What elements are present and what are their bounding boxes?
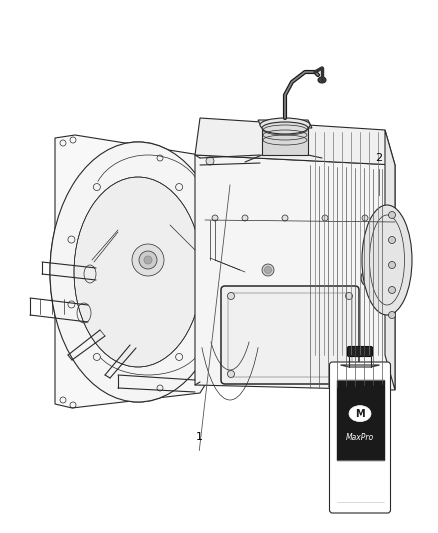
Ellipse shape <box>74 177 202 367</box>
Polygon shape <box>340 365 379 367</box>
Ellipse shape <box>265 266 272 273</box>
Ellipse shape <box>132 244 164 276</box>
Ellipse shape <box>260 118 310 132</box>
Polygon shape <box>195 118 395 165</box>
Text: 1: 1 <box>196 432 203 442</box>
Bar <box>336 380 384 460</box>
Ellipse shape <box>262 264 274 276</box>
Ellipse shape <box>389 287 396 294</box>
Polygon shape <box>195 155 395 390</box>
Ellipse shape <box>362 205 412 315</box>
Text: M: M <box>355 409 365 418</box>
Ellipse shape <box>346 293 353 300</box>
Ellipse shape <box>282 215 288 221</box>
Polygon shape <box>385 130 395 390</box>
Ellipse shape <box>318 77 326 83</box>
Ellipse shape <box>50 142 226 402</box>
Ellipse shape <box>227 370 234 377</box>
Ellipse shape <box>144 256 152 264</box>
Text: MaxPro: MaxPro <box>346 433 374 442</box>
Ellipse shape <box>365 273 375 283</box>
Polygon shape <box>262 128 308 155</box>
Ellipse shape <box>322 215 328 221</box>
Ellipse shape <box>227 293 234 300</box>
Ellipse shape <box>362 215 368 221</box>
Ellipse shape <box>389 212 396 219</box>
Polygon shape <box>258 120 312 128</box>
Ellipse shape <box>389 311 396 319</box>
Ellipse shape <box>346 370 353 377</box>
Ellipse shape <box>389 237 396 244</box>
Ellipse shape <box>262 122 308 134</box>
Polygon shape <box>55 135 205 408</box>
Ellipse shape <box>206 157 214 165</box>
FancyBboxPatch shape <box>221 286 359 384</box>
FancyBboxPatch shape <box>329 362 391 513</box>
Ellipse shape <box>361 269 379 287</box>
Ellipse shape <box>349 406 371 422</box>
Text: 2: 2 <box>375 153 382 163</box>
FancyBboxPatch shape <box>347 346 372 357</box>
Ellipse shape <box>382 215 388 221</box>
Ellipse shape <box>212 215 218 221</box>
Ellipse shape <box>139 251 157 269</box>
Ellipse shape <box>389 262 396 269</box>
Ellipse shape <box>242 215 248 221</box>
